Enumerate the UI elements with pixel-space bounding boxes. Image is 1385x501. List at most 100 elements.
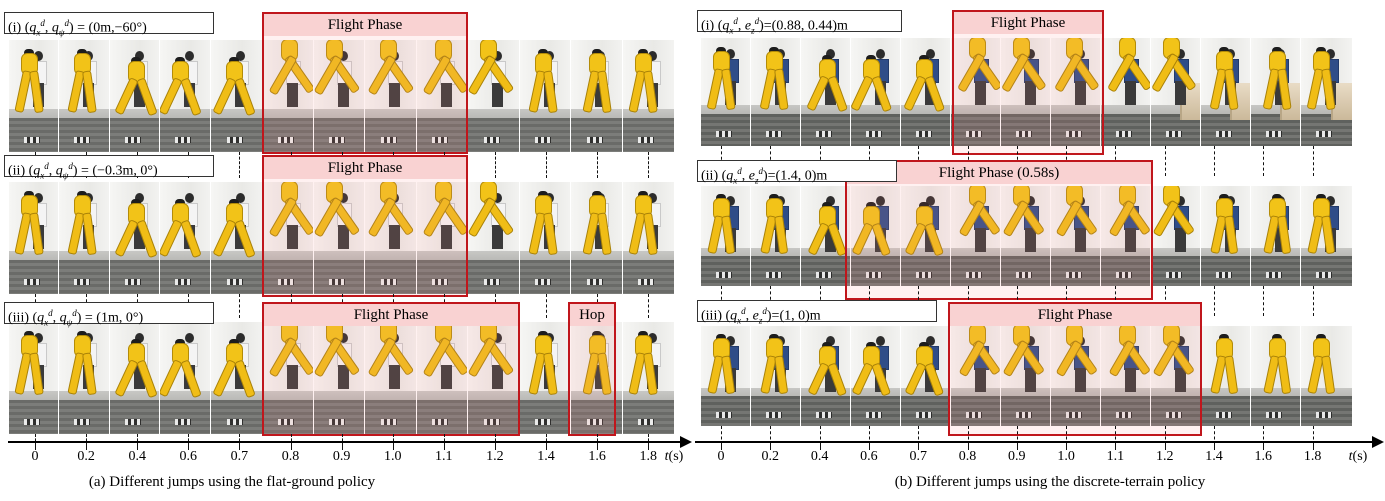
video-frame — [416, 40, 468, 152]
ground-marker — [1316, 131, 1333, 138]
person-legs — [824, 228, 836, 252]
floor-bg — [1201, 256, 1251, 286]
robot-leg — [82, 352, 97, 396]
robot-head — [1219, 194, 1229, 200]
video-frame — [900, 186, 951, 286]
time-marker-dash — [967, 426, 969, 450]
flight-phase-label: Hop — [570, 304, 614, 326]
axis-tick — [341, 443, 343, 448]
video-frame — [1250, 38, 1301, 146]
video-frame — [1300, 38, 1352, 146]
robot-figure — [263, 182, 314, 294]
robot-leg — [82, 212, 97, 256]
floor-bg — [951, 396, 1001, 426]
person-head — [184, 51, 194, 62]
ground-marker — [483, 419, 500, 426]
ground-marker — [24, 137, 40, 144]
ground-marker — [535, 137, 552, 144]
robot-leg — [807, 222, 830, 256]
video-frame — [8, 40, 59, 152]
ground-marker — [483, 279, 500, 286]
ground-marker — [226, 419, 243, 426]
time-marker-dash — [1312, 426, 1314, 450]
ground-marker — [1266, 131, 1282, 138]
robot-leg — [827, 362, 848, 397]
axis-tick — [1312, 443, 1314, 448]
robot-leg — [29, 70, 44, 114]
video-frame — [850, 186, 901, 286]
tick-label: 0 — [717, 449, 725, 464]
ground-marker — [535, 419, 552, 426]
robot-head — [769, 334, 779, 340]
robot-figure — [520, 182, 571, 294]
robot-figure — [1301, 186, 1352, 286]
person-legs — [1174, 228, 1186, 252]
robot-leg — [924, 75, 946, 113]
robot-figure — [901, 186, 951, 286]
flight-phase-box: Flight Phase — [952, 10, 1104, 155]
tick-label: 0.7 — [909, 449, 927, 464]
video-frame — [700, 38, 751, 146]
ground-marker — [1316, 412, 1333, 418]
floor-bg — [365, 400, 417, 434]
video-frame — [1100, 326, 1151, 426]
ground-marker — [966, 131, 982, 138]
person-head — [184, 333, 194, 344]
axis-tick — [35, 443, 36, 448]
axis-tick — [770, 443, 772, 448]
robot-leg — [543, 352, 558, 396]
robot-head — [638, 191, 648, 198]
floor-bg — [59, 260, 110, 294]
floor-bg — [314, 118, 365, 152]
video-frame — [210, 322, 263, 434]
robot-figure — [1101, 186, 1151, 286]
time-marker-dash — [819, 426, 821, 450]
ground-marker — [74, 137, 91, 144]
floor-bg — [801, 396, 851, 426]
ground-marker — [766, 272, 782, 278]
axis-tick — [967, 443, 969, 448]
ground-marker — [380, 279, 397, 286]
person-legs — [974, 80, 986, 105]
video-frame — [1250, 186, 1301, 286]
robot-leg — [827, 75, 849, 113]
time-marker-dash — [1115, 426, 1117, 450]
person-head — [236, 193, 246, 204]
panel-caption: (b) Different jumps using the discrete-t… — [894, 474, 1206, 490]
time-marker-dash — [1263, 146, 1265, 176]
video-frame — [467, 40, 520, 152]
person-head — [647, 333, 657, 344]
video-frame — [750, 38, 801, 146]
person-head — [647, 51, 657, 62]
robot-figure — [1001, 326, 1051, 426]
video-frame — [1100, 38, 1151, 146]
robot-leg — [136, 219, 158, 259]
robot-figure — [851, 186, 901, 286]
robot-head — [592, 49, 602, 56]
time-marker-dash — [1164, 146, 1166, 176]
robot-head — [1219, 46, 1229, 53]
person-legs — [1174, 368, 1186, 392]
ground-marker — [380, 137, 397, 144]
person-head — [236, 333, 246, 344]
time-marker-dash — [1066, 286, 1068, 316]
floor-bg — [901, 113, 951, 146]
person-head — [925, 196, 935, 206]
robot-head — [77, 191, 87, 198]
robot-leg — [721, 215, 736, 255]
video-frame — [1000, 186, 1051, 286]
ground-marker — [916, 412, 932, 418]
ground-marker — [278, 279, 295, 286]
robot-leg — [1224, 215, 1239, 255]
floor-bg — [571, 260, 623, 294]
video-frame — [262, 40, 314, 152]
floor-bg — [211, 400, 263, 434]
robot-figure — [59, 40, 110, 152]
video-frame — [58, 40, 110, 152]
robot-figure — [623, 182, 674, 294]
ground-marker — [816, 272, 832, 278]
video-frame — [950, 326, 1001, 426]
robot-leg — [180, 219, 202, 259]
robot-figure — [1001, 38, 1051, 146]
floor-bg — [801, 113, 851, 146]
